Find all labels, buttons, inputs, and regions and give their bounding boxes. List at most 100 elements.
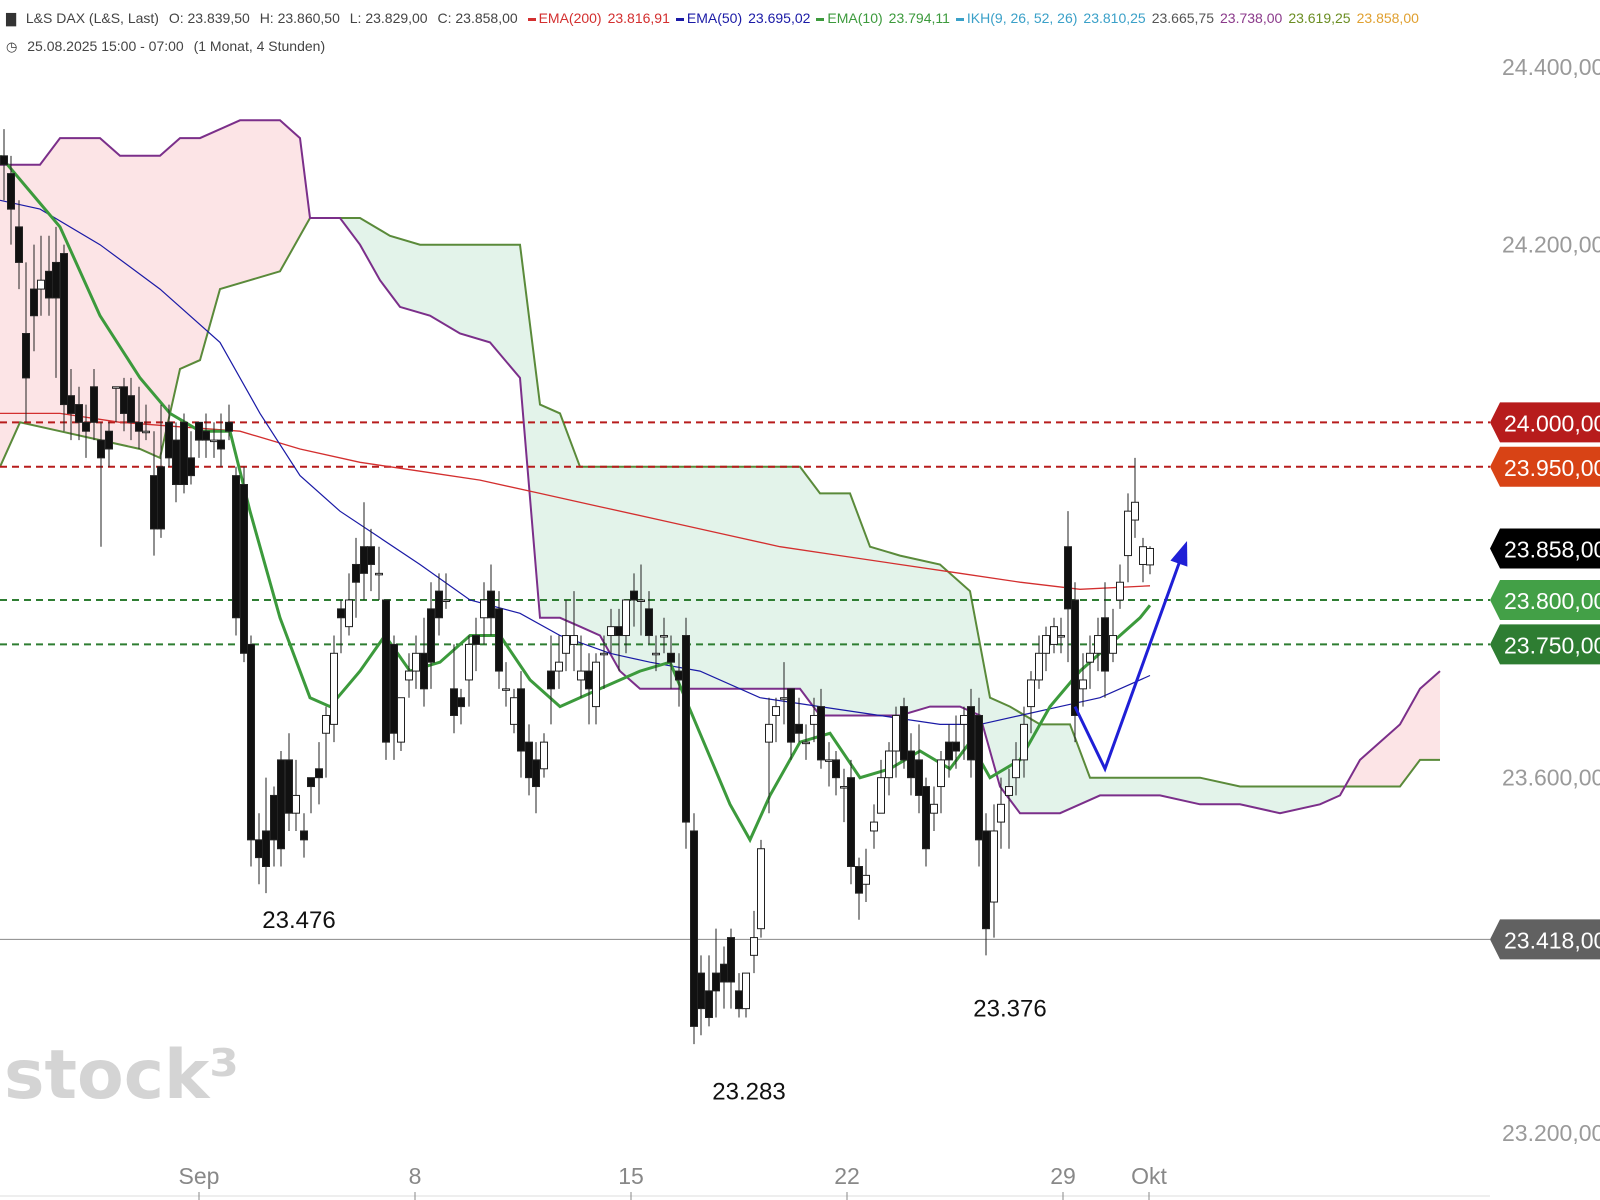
candle-body — [510, 697, 518, 725]
cloud-segment — [580, 466, 600, 636]
candle-body — [645, 608, 653, 637]
candle-body — [427, 608, 435, 663]
candle-body — [825, 759, 833, 762]
cloud-segment — [1090, 777, 1100, 800]
candle-body — [322, 714, 330, 734]
price-tag-label: 23.418,00 — [1504, 927, 1600, 953]
candle-body — [1139, 546, 1147, 565]
price-tag — [1490, 402, 1600, 443]
candle-body — [1035, 652, 1043, 681]
candle-body — [277, 759, 285, 850]
candle-body — [472, 635, 480, 645]
ichimoku-value: 23.619,25 — [1288, 10, 1351, 26]
candle-body — [480, 599, 488, 619]
cloud-segment — [100, 138, 120, 445]
cloud-segment — [140, 155, 160, 458]
candle-body — [937, 759, 945, 788]
candle-body — [757, 848, 765, 930]
cloud-segment — [220, 120, 240, 290]
cloud-segment — [800, 466, 820, 716]
candle-body — [495, 608, 503, 672]
candle-body — [787, 688, 795, 743]
cloud-segment — [480, 244, 490, 343]
candle-body — [562, 635, 570, 654]
ohlc-open: O: 23.839,50 — [168, 10, 250, 26]
candle-body — [420, 652, 428, 690]
candle-body — [855, 866, 863, 894]
price-tag — [1490, 528, 1600, 569]
cloud-segment — [930, 562, 940, 707]
candle-body — [30, 288, 38, 317]
indicator-label: EMA(10) — [827, 10, 883, 26]
candle-body — [637, 599, 645, 602]
x-tick-label: 15 — [618, 1163, 644, 1189]
candle-body — [885, 750, 893, 779]
cloud-segment — [360, 218, 380, 281]
candle-body — [750, 937, 758, 956]
candle-body — [262, 830, 270, 868]
interval-text: (1 Monat, 4 Stunden) — [193, 38, 326, 54]
cloud-segment — [900, 555, 930, 716]
candles — [0, 129, 1154, 1045]
ohlc-close: C: 23.858,00 — [437, 10, 518, 26]
candle-body — [607, 626, 615, 637]
ichimoku-value: 23.738,00 — [1220, 10, 1283, 26]
cloud-segment — [380, 229, 390, 294]
candle-body — [780, 697, 788, 700]
candle-body — [585, 670, 593, 690]
cloud-segment — [490, 244, 520, 378]
candle-body — [930, 803, 938, 814]
candle-body — [982, 830, 990, 930]
price-tag — [1490, 446, 1600, 487]
candle-body — [1012, 759, 1020, 779]
candle-body — [52, 261, 60, 299]
low-annotation-label: 23.376 — [973, 996, 1046, 1023]
cloud-segment — [400, 238, 420, 313]
candle-body — [1064, 546, 1072, 610]
candle-body — [630, 590, 638, 601]
candle-body — [7, 173, 15, 210]
candle-body — [892, 714, 900, 752]
candle-body — [615, 626, 623, 637]
cloud-segment — [560, 413, 580, 627]
cloud-segment — [970, 591, 980, 716]
candle-body — [540, 741, 548, 770]
cloud-segment — [60, 138, 100, 441]
cloud-segment — [1000, 702, 1010, 800]
candle-body — [802, 741, 810, 745]
candle-body — [735, 990, 743, 1010]
cloud-segment — [1040, 724, 1060, 814]
cloud-segment — [420, 244, 430, 316]
candle-body — [345, 599, 353, 628]
candle-body — [1124, 510, 1132, 557]
indicator-swatch — [955, 17, 964, 21]
candle-body — [997, 803, 1005, 823]
candle-body — [1094, 635, 1102, 654]
candle-body — [300, 830, 308, 841]
cloud-segment — [960, 582, 970, 712]
candle-body — [810, 714, 818, 725]
indicator-value: 23.695,02 — [748, 10, 811, 26]
candle-body — [465, 643, 473, 681]
candle-body — [1109, 635, 1117, 654]
cloud-segment — [240, 120, 250, 284]
candle-body — [570, 635, 578, 645]
cloud-segment — [1320, 786, 1340, 805]
candle-body — [697, 972, 705, 1010]
cloud-segment — [640, 466, 660, 689]
candle-body — [307, 777, 315, 788]
candle-body — [547, 670, 555, 690]
chart-header: ▇ L&S DAX (L&S, Last) O: 23.839,50 H: 23… — [6, 10, 1431, 27]
candle-body — [742, 972, 750, 1010]
candle-body — [97, 439, 105, 459]
candle-body — [90, 386, 98, 423]
candle-body — [195, 421, 203, 441]
candle-body — [915, 759, 923, 796]
x-tick-label: Okt — [1131, 1163, 1167, 1189]
candle-body — [367, 546, 375, 565]
candle-body — [877, 777, 885, 814]
candle-body — [240, 484, 248, 654]
candle-body — [1042, 635, 1050, 654]
candle-body — [690, 830, 698, 1027]
